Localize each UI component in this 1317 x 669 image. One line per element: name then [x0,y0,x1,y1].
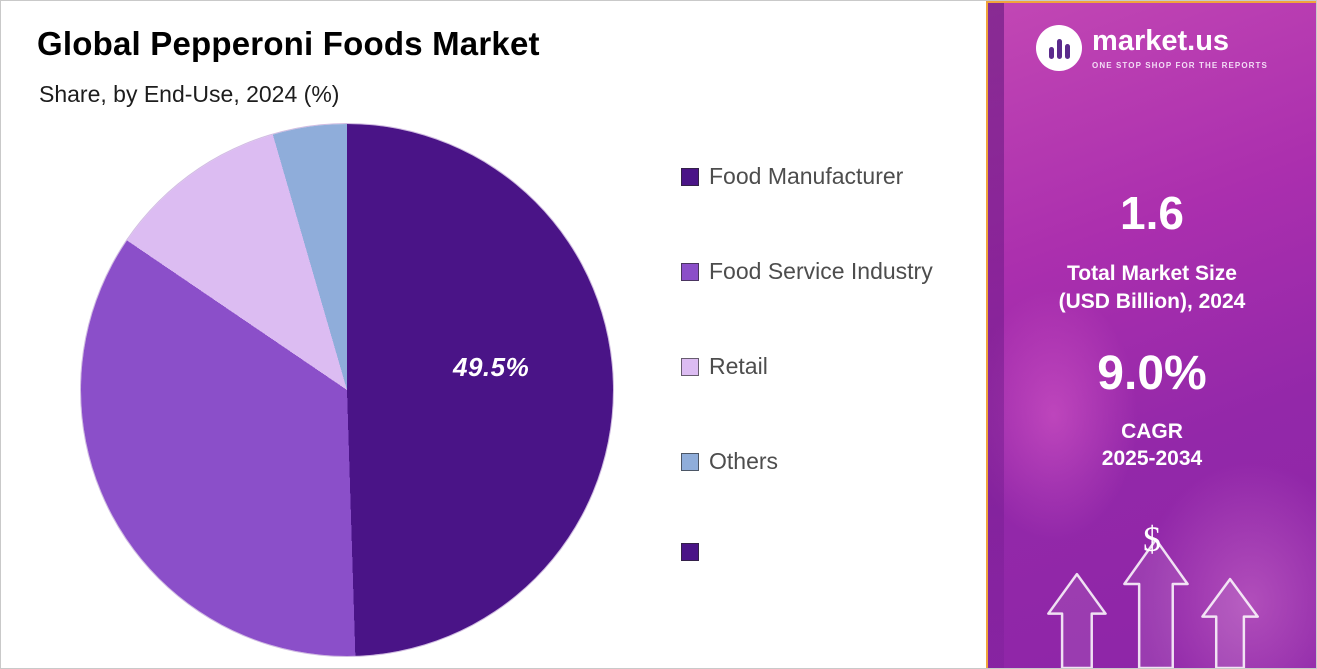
legend-swatch [681,357,699,376]
chart-legend: Food Manufacturer Food Service Industry … [681,163,933,629]
legend-item: Food Manufacturer [681,163,933,190]
dollar-icon: $ [1143,519,1161,559]
total-market-size-label: Total Market Size (USD Billion), 2024 [1058,262,1246,314]
legend-swatch [681,167,699,186]
brand-header: market.us ONE STOP SHOP FOR THE REPORTS [988,25,1316,71]
brand-text: market.us ONE STOP SHOP FOR THE REPORTS [1092,24,1268,70]
legend-label: Others [709,448,779,474]
chart-title: Global Pepperoni Foods Market [37,25,540,62]
legend-item: Retail [681,353,933,380]
brand-name: market.us [1092,24,1230,57]
total-market-size-value: 1.6 [1120,187,1184,239]
marketus-logo-icon [1036,25,1083,71]
pie-chart-wrap: 49.5% [81,124,613,656]
legend-item [681,543,933,561]
legend-label: Food Service Industry [709,258,933,284]
legend-item: Food Service Industry [681,258,933,285]
legend-swatch [681,262,699,281]
legend-label: Retail [709,353,768,379]
legend-swatch [681,543,699,561]
brand-sidebar: market.us ONE STOP SHOP FOR THE REPORTS … [986,1,1316,668]
cagr-label: CAGR 2025-2034 [1101,420,1203,471]
pie-chart [81,124,613,656]
legend-item: Others [681,448,933,475]
pie-slice-data-label: 49.5% [453,352,530,382]
legend-swatch [681,452,699,471]
cagr-value: 9.0% [1097,347,1207,400]
brand-tagline: ONE STOP SHOP FOR THE REPORTS [1092,60,1268,70]
growth-arrows-icon [1047,538,1259,668]
chart-subtitle: Share, by End-Use, 2024 (%) [39,81,340,107]
legend-label: Food Manufacturer [709,163,904,189]
chart-area: Global Pepperoni Foods Market Share, by … [1,1,986,668]
